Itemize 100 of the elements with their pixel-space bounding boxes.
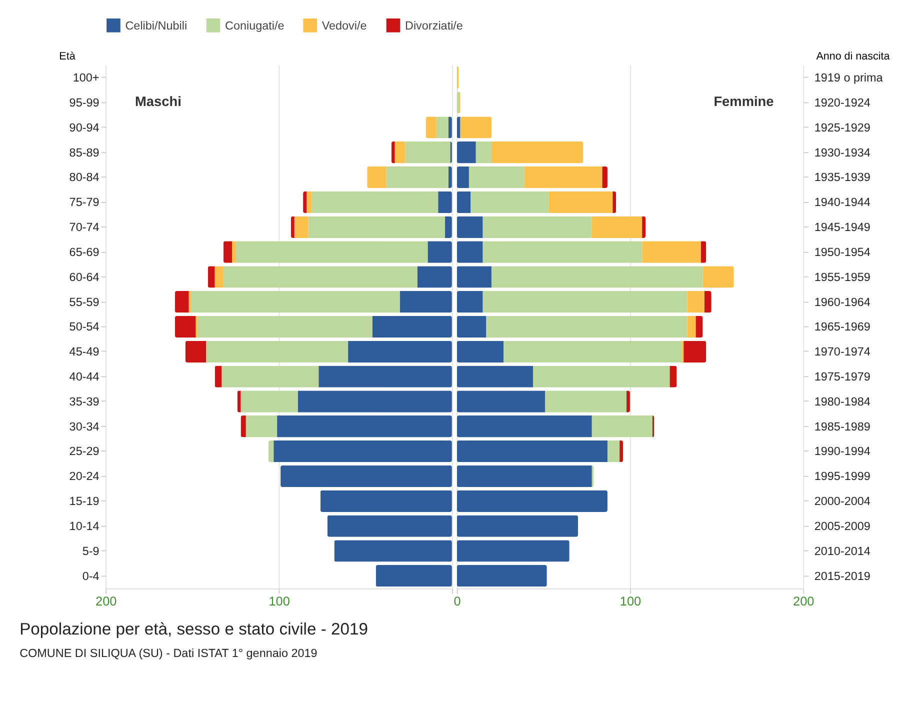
bar [240, 390, 298, 412]
bar [190, 291, 400, 313]
y-tick-label: 95-99 [69, 96, 100, 110]
bar [687, 316, 696, 338]
y-tick-label: 75-79 [69, 196, 100, 210]
bar [246, 416, 278, 438]
bar [298, 390, 452, 412]
bar [456, 216, 483, 238]
y-tick-label: 70-74 [69, 221, 100, 234]
legend-label: Coniugati/e [224, 19, 284, 32]
bar [592, 216, 642, 238]
bar [438, 191, 452, 214]
annotation: Maschi [134, 94, 182, 110]
bar [456, 440, 608, 462]
bar [670, 366, 677, 388]
bar [223, 266, 418, 288]
bar [268, 440, 274, 462]
y-tick-label: 1965-1969 [814, 320, 870, 334]
bar [405, 142, 450, 164]
bar [277, 416, 452, 438]
bar [222, 366, 319, 388]
y-tick-label: 1975-1979 [814, 370, 870, 384]
y-tick-label: 1980-1984 [814, 395, 871, 408]
bar [456, 166, 469, 188]
x-tick-label: 0 [454, 594, 461, 609]
bar [468, 166, 524, 188]
bar [476, 142, 492, 164]
y-tick-label: 1955-1959 [814, 270, 870, 284]
bar [391, 142, 395, 164]
bar [456, 416, 592, 438]
y-tick-label: 60-64 [69, 270, 100, 284]
y-tick-label: 1920-1924 [814, 96, 871, 110]
y-axis-title: Età [59, 50, 76, 63]
bar [400, 291, 452, 313]
y-tick-label: 2005-2009 [814, 520, 870, 533]
y-tick-label: 1935-1939 [814, 171, 870, 184]
y-tick-label: 1960-1964 [814, 296, 871, 309]
annotation: Femmine [714, 94, 774, 110]
bar [318, 366, 452, 388]
bar [491, 266, 703, 288]
bar [327, 515, 452, 537]
y-tick-label: 1995-1999 [814, 470, 870, 484]
bar [456, 465, 592, 488]
bar [294, 216, 308, 238]
legend-label: Divorziati/e [404, 19, 463, 32]
y-tick-label: 50-54 [69, 320, 100, 334]
bar [524, 166, 602, 188]
bar [348, 340, 452, 362]
bar [642, 241, 701, 263]
bar [223, 241, 232, 263]
y-tick-label: 35-39 [69, 395, 100, 408]
y-tick-label: 25-29 [69, 445, 100, 458]
y-tick-label: 1919 o prima [814, 72, 884, 85]
bar [607, 440, 620, 462]
y-tick-label: 40-44 [69, 370, 100, 384]
bar [426, 116, 436, 138]
x-tick-label: 200 [793, 594, 814, 609]
y-tick-label: 0-4 [82, 570, 100, 583]
bar [696, 316, 703, 338]
bar [386, 166, 448, 188]
bar [456, 490, 608, 512]
bar [456, 366, 534, 388]
y-tick-label: 5-9 [82, 544, 100, 558]
bar [456, 191, 471, 214]
bar [456, 116, 460, 138]
bar [548, 191, 613, 214]
bar [456, 565, 547, 587]
x-tick-label: 200 [96, 594, 117, 609]
bar [274, 440, 452, 462]
bar [174, 291, 189, 313]
x-tick-label: 100 [620, 594, 642, 609]
text: Popolazione per età, sesso e stato civile - 2019 [20, 619, 368, 638]
bar [206, 340, 348, 362]
y-tick-label: 2000-2004 [814, 495, 871, 508]
bar [700, 241, 706, 263]
bar [486, 316, 688, 338]
bar [174, 316, 196, 338]
bar [491, 142, 584, 164]
bar [482, 241, 642, 263]
bar [214, 366, 222, 388]
y-tick-label: 15-19 [69, 495, 100, 508]
bar [612, 191, 616, 214]
bar [456, 241, 483, 263]
y-tick-label: 1990-1994 [814, 445, 871, 458]
bar [592, 416, 652, 438]
bar [185, 340, 206, 362]
legend-label: Vedovi/e [322, 19, 367, 32]
bar [308, 216, 446, 238]
y-tick-label: 1950-1954 [814, 246, 871, 259]
bar [504, 340, 682, 362]
y-tick-label: 2015-2019 [814, 570, 870, 583]
text: COMUNE DI SILIQUA (SU) - Dati ISTAT 1° gennaio 2019 [20, 646, 318, 660]
y-tick-label: 55-59 [69, 296, 100, 309]
y-tick-label: 2010-2014 [814, 544, 871, 558]
bar [367, 166, 386, 188]
bar [394, 142, 406, 164]
bar [376, 565, 452, 587]
y-tick-label: 1945-1949 [814, 221, 870, 234]
y-tick-label: 1940-1944 [814, 196, 871, 210]
bar [533, 366, 670, 388]
